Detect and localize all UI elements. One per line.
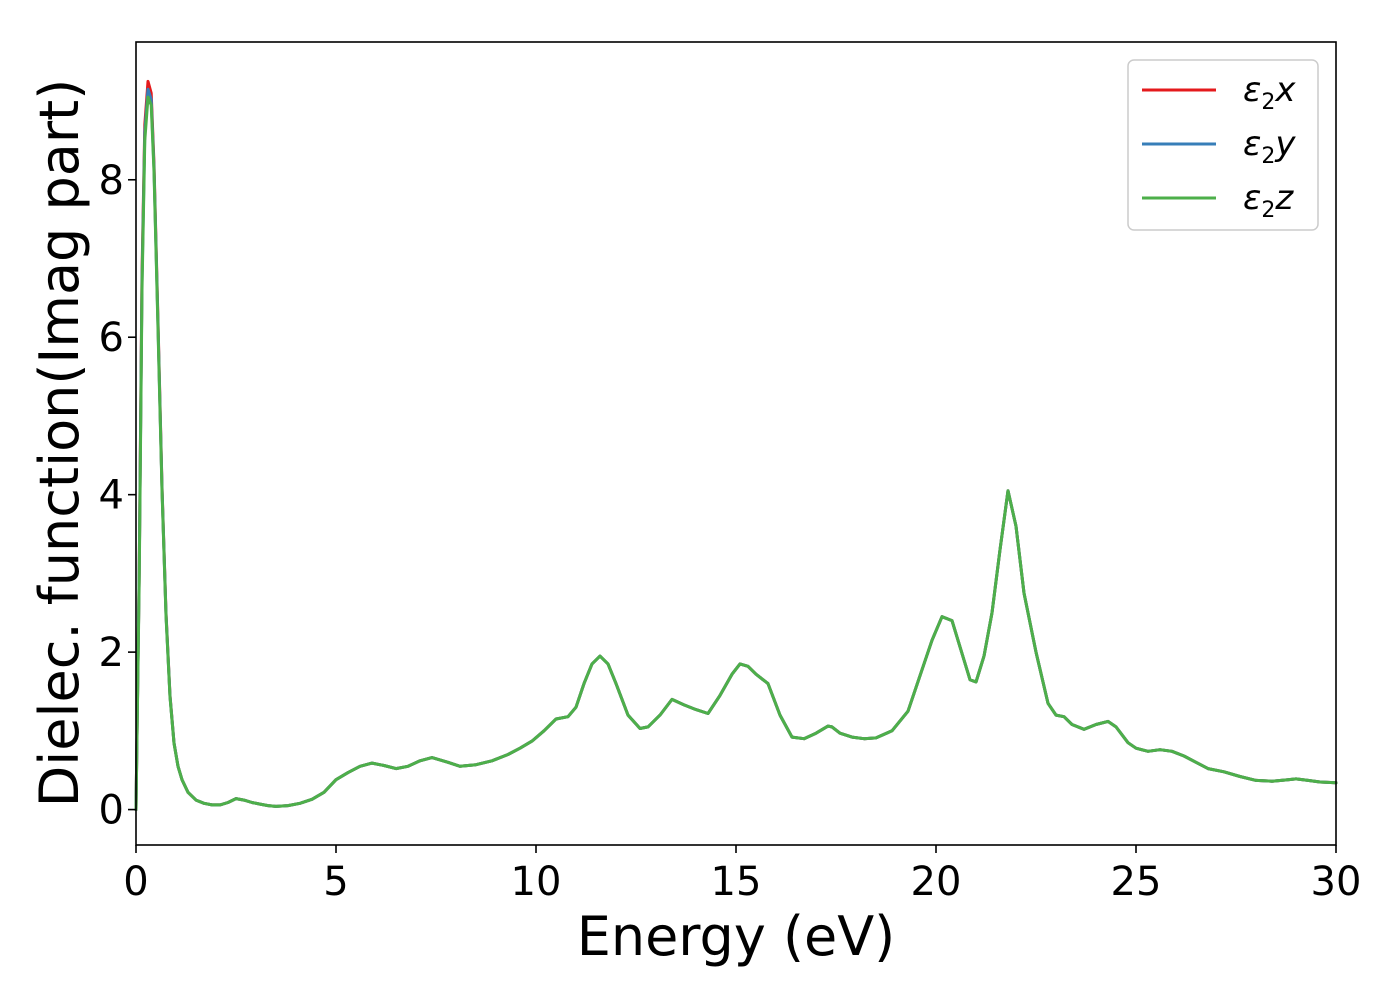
x-axis-label: Energy (eV): [577, 905, 896, 968]
x-tick-label: 10: [511, 859, 562, 905]
x-tick-label: 5: [323, 859, 348, 905]
series-line-z: [134, 95, 1338, 812]
y-axis-label: Dielec. function(Imag part): [28, 79, 91, 808]
y-tick-label: 2: [99, 630, 124, 676]
x-tick-label: 25: [1111, 859, 1162, 905]
x-tick-label: 20: [911, 859, 962, 905]
series-layer: [134, 79, 1338, 812]
legend-box: [1127, 59, 1319, 231]
legend-label-x: ε2x: [1243, 70, 1296, 115]
legend: ε2x ε2y ε2z: [1127, 59, 1319, 231]
x-tick-label: 0: [123, 859, 148, 905]
y-tick-label: 4: [99, 473, 124, 519]
y-tick-label: 0: [99, 788, 124, 834]
legend-label-y: ε2y: [1243, 124, 1296, 169]
x-tick-label: 30: [1311, 859, 1362, 905]
x-tick-label: 15: [711, 859, 762, 905]
legend-label-z: ε2z: [1243, 178, 1294, 223]
axes-layer: 0 5 10 15 20 25 30 0 2 4 6 8: [99, 158, 1362, 905]
y-tick-label: 8: [99, 158, 124, 204]
y-tick-label: 6: [99, 315, 124, 361]
